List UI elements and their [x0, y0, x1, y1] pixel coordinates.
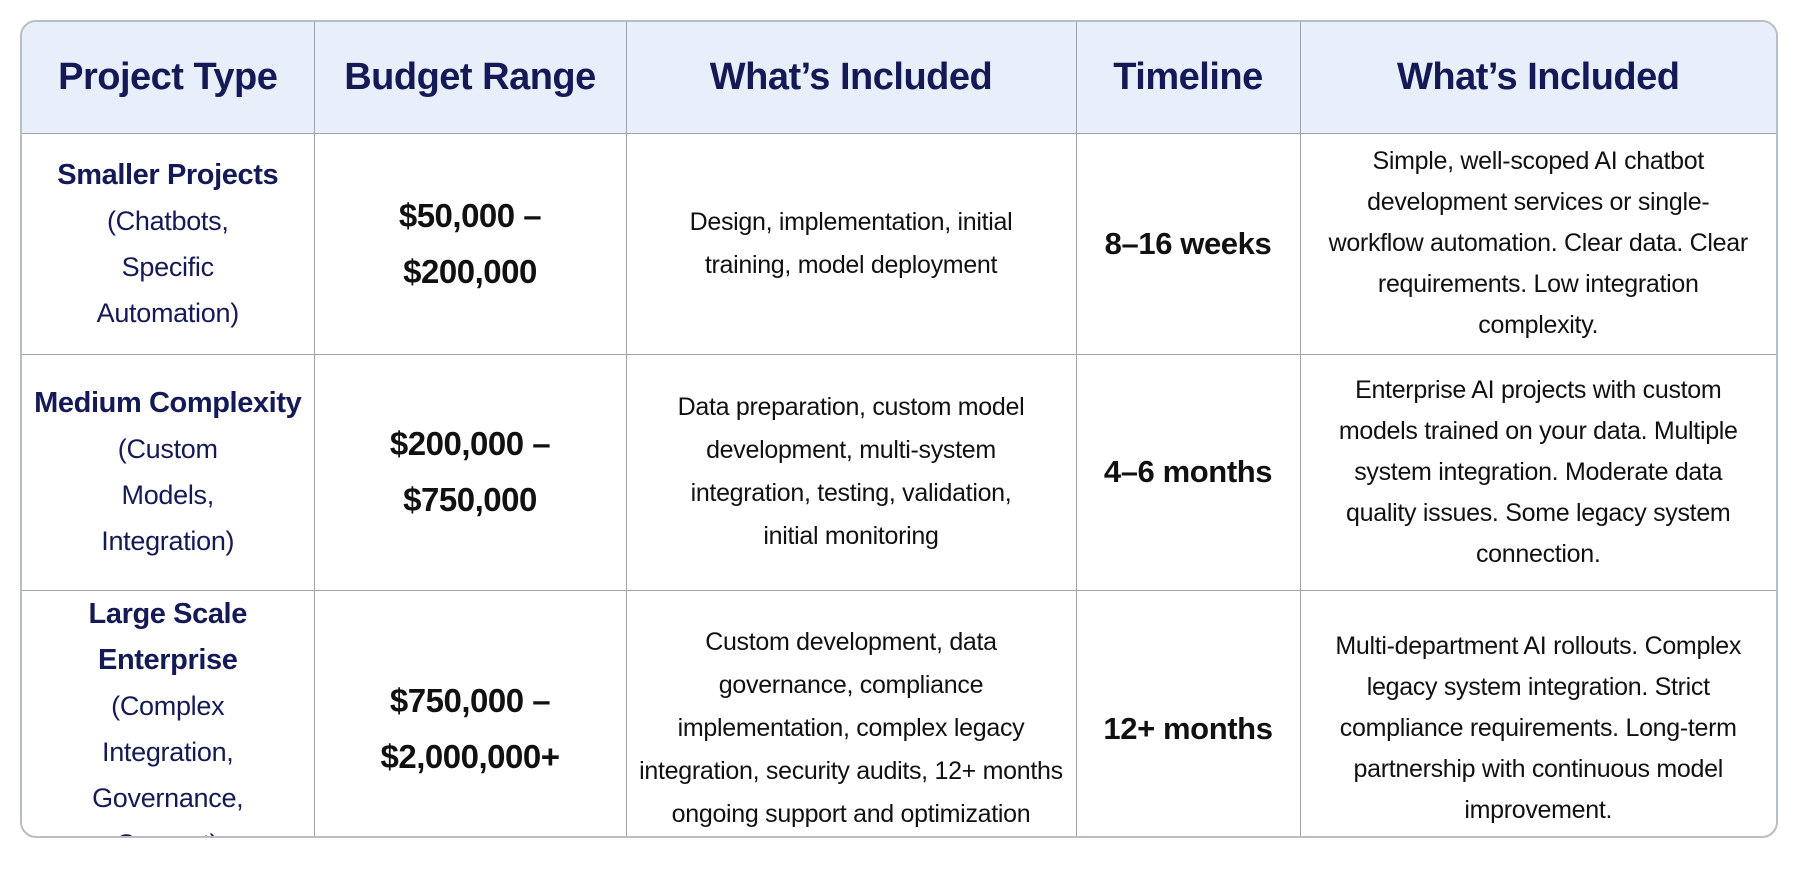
timeline-cell: 8–16 weeks [1076, 133, 1301, 355]
budget-range-max: $750,000 [403, 481, 537, 518]
header-whats-included: What’s Included [626, 22, 1077, 134]
table-row: Large Scale Enterprise (Complex Integrat… [22, 590, 1776, 837]
project-type-cell: Smaller Projects (Chatbots, Specific Aut… [22, 133, 315, 355]
whats-included-cell: Data preparation, custom model developme… [626, 354, 1077, 591]
project-type-title: Large Scale Enterprise [88, 597, 248, 676]
budget-range-min: $50,000 – [398, 196, 542, 234]
table-header: Project Type Budget Range What’s Include… [22, 22, 1776, 134]
description-cell: Simple, well-scoped AI chatbot developme… [1300, 133, 1776, 355]
timeline-cell: 4–6 months [1076, 354, 1301, 591]
header-project-type: Project Type [22, 22, 315, 134]
pricing-table: Project Type Budget Range What’s Include… [22, 22, 1776, 837]
project-type-title: Medium Complexity [34, 387, 302, 419]
whats-included-cell: Design, implementation, initial training… [626, 133, 1077, 355]
whats-included-cell: Custom development, data governance, com… [626, 590, 1077, 836]
budget-range-min: $200,000 – [389, 425, 551, 462]
project-type-subtitle: (Complex Integration, Governance, Suppor… [92, 690, 244, 837]
header-timeline: Timeline [1076, 22, 1301, 134]
header-budget-range: Budget Range [314, 22, 627, 134]
budget-range-max: $2,000,000+ [380, 737, 560, 775]
description-cell: Enterprise AI projects with custom model… [1300, 354, 1776, 591]
description-cell: Multi-department AI rollouts. Complex le… [1335, 632, 1742, 824]
budget-range-max: $200,000 [403, 252, 537, 290]
project-type-title: Smaller Projects [57, 158, 279, 191]
budget-range-cell: $50,000 – $200,000 [314, 133, 627, 355]
budget-range-min: $750,000 – [389, 681, 551, 719]
project-type-cell: Large Scale Enterprise (Complex Integrat… [22, 590, 315, 837]
budget-range-cell: $200,000 – $750,000 [314, 354, 627, 591]
project-type-subtitle: (Chatbots, Specific Automation) [96, 205, 240, 328]
pricing-table-container: Project Type Budget Range What’s Include… [20, 20, 1778, 838]
project-type-cell: Medium Complexity (Custom Models, Integr… [22, 354, 315, 591]
header-row: Project Type Budget Range What’s Include… [22, 22, 1776, 134]
table-row: Medium Complexity (Custom Models, Integr… [22, 354, 1776, 591]
header-whats-included-details: What’s Included [1300, 22, 1776, 134]
project-type-subtitle: (Custom Models, Integration) [101, 434, 235, 556]
timeline-cell: 12+ months [1076, 590, 1301, 836]
budget-range-cell: $750,000 – $2,000,000+ [314, 590, 627, 836]
table-row: Smaller Projects (Chatbots, Specific Aut… [22, 133, 1776, 355]
table-body: Smaller Projects (Chatbots, Specific Aut… [22, 133, 1776, 837]
